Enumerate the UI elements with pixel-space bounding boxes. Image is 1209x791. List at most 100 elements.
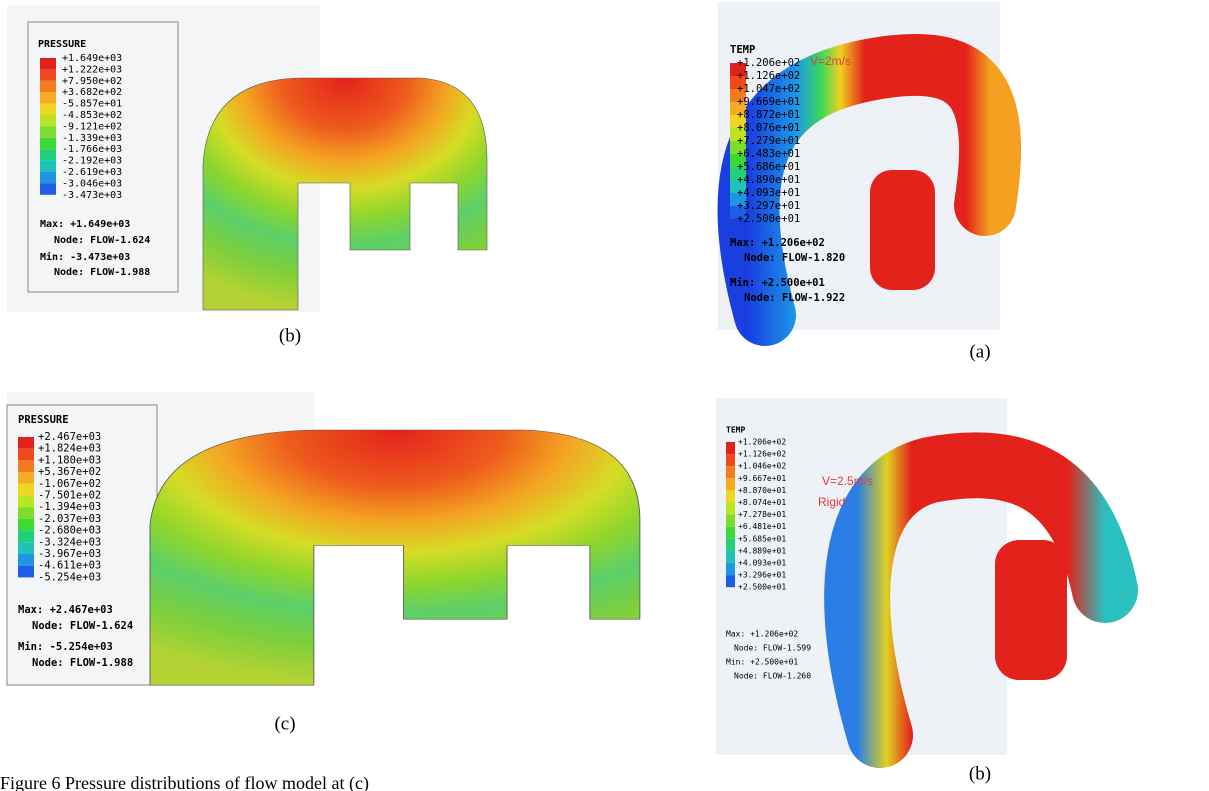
legend-min-node: Node: FLOW-1.988 [32, 657, 133, 669]
legend-value: +4.093e+01 [737, 187, 800, 199]
color-band [40, 115, 56, 126]
legend-value: -5.254e+03 [38, 571, 101, 583]
legend-title: PRESSURE [18, 414, 69, 426]
legend-value: -2.619e+03 [62, 167, 122, 178]
legend-max: Max: +1.206e+02 [726, 630, 798, 639]
color-band [726, 442, 735, 454]
color-band [726, 551, 735, 563]
legend-value: +1.824e+03 [38, 443, 101, 455]
legend-max-node: Node: FLOW-1.624 [32, 620, 133, 632]
legend-value: -2.192e+03 [62, 156, 122, 167]
color-band [18, 542, 34, 554]
legend-max-node: Node: FLOW-1.624 [54, 235, 150, 246]
legend-value: +8.870e+01 [738, 486, 786, 495]
color-band [18, 437, 34, 449]
color-band [40, 183, 56, 194]
legend-value: +1.126e+02 [737, 70, 800, 82]
legend-min-node: Node: FLOW-1.260 [734, 672, 811, 681]
legend-max-node: Node: FLOW-1.599 [734, 644, 811, 653]
color-band [18, 507, 34, 519]
legend-value: +8.074e+01 [738, 498, 786, 507]
legend-value: +2.500e+01 [737, 213, 800, 225]
legend-value: +9.669e+01 [737, 96, 800, 108]
legend-value: +3.682e+02 [62, 87, 122, 98]
color-band [40, 92, 56, 103]
color-band [726, 466, 735, 478]
legend-value: +3.297e+01 [737, 200, 800, 212]
legend-value: +9.667e+01 [738, 474, 786, 483]
legend-value: -1.339e+03 [62, 133, 122, 144]
color-band [40, 104, 56, 115]
color-band [726, 490, 735, 502]
legend-value: +7.950e+02 [62, 76, 122, 87]
legend-min: Min: -5.254e+03 [18, 641, 113, 653]
legend-value: +7.278e+01 [738, 510, 786, 519]
pressure-contour [150, 430, 640, 685]
legend-value: +4.889e+01 [738, 546, 786, 555]
legend-value: +1.649e+03 [62, 53, 122, 64]
color-band [726, 478, 735, 490]
panel-label: (c) [274, 713, 295, 734]
legend-min: Min: -3.473e+03 [40, 251, 130, 263]
legend-value: +4.093e+01 [738, 559, 786, 568]
legend-value: +4.890e+01 [737, 174, 800, 186]
legend-max: Max: +2.467e+03 [18, 604, 113, 616]
temp-cylinder [870, 170, 935, 290]
color-band [18, 519, 34, 531]
color-band [18, 531, 34, 543]
legend-value: -3.967e+03 [38, 548, 101, 560]
legend-value: -4.611e+03 [38, 560, 101, 572]
color-band [726, 503, 735, 515]
color-band [18, 496, 34, 508]
panel-label: (a) [969, 341, 990, 362]
legend-value: +5.685e+01 [738, 534, 786, 543]
color-band [40, 172, 56, 183]
legend-value: -2.037e+03 [38, 513, 101, 525]
figure: Figure 6 Pressure distributions of flow … [0, 0, 1209, 791]
color-band [18, 472, 34, 484]
legend-title: PRESSURE [38, 39, 86, 50]
color-band [40, 138, 56, 149]
legend-max-node: Node: FLOW-1.820 [744, 252, 845, 264]
legend-title: TEMP [726, 426, 745, 435]
legend-value: +1.126e+02 [738, 450, 786, 459]
legend-min: Min: +2.500e+01 [730, 277, 825, 289]
color-band [40, 81, 56, 92]
legend-value: +6.483e+01 [737, 148, 800, 160]
legend-value: -2.680e+03 [38, 525, 101, 537]
legend-min-node: Node: FLOW-1.988 [54, 267, 150, 278]
panel-label: (b) [279, 325, 301, 346]
legend-value: -1.766e+03 [62, 144, 122, 155]
legend-value: +5.367e+02 [38, 466, 101, 478]
legend-value: -4.853e+02 [62, 110, 122, 121]
legend-min: Min: +2.500e+01 [726, 658, 798, 667]
color-band [726, 454, 735, 466]
legend-value: -3.324e+03 [38, 536, 101, 548]
legend-value: +8.872e+01 [737, 109, 800, 121]
legend-value: -3.046e+03 [62, 178, 122, 189]
legend-value: -3.473e+03 [62, 190, 122, 201]
panel-label: (b) [969, 763, 991, 784]
annotation: V=2m/s [810, 54, 851, 68]
legend-value: +2.500e+01 [738, 583, 786, 592]
color-band [40, 161, 56, 172]
legend-value: +1.047e+02 [737, 83, 800, 95]
legend-min-node: Node: FLOW-1.922 [744, 292, 845, 304]
legend-value: -5.857e+01 [62, 99, 122, 110]
color-band [726, 575, 735, 587]
legend-value: +6.481e+01 [738, 522, 786, 531]
legend-value: +7.279e+01 [737, 135, 800, 147]
legend-value: +1.206e+02 [738, 438, 786, 447]
color-band [40, 149, 56, 160]
temp-cylinder [995, 540, 1067, 680]
contour-images [7, 2, 1105, 755]
legend-value: -9.121e+02 [62, 121, 122, 132]
color-band [18, 449, 34, 461]
legend-max: Max: +1.649e+03 [40, 219, 130, 230]
color-band [40, 69, 56, 80]
legend-value: +5.686e+01 [737, 161, 800, 173]
legend-value: -7.501e+02 [38, 490, 101, 502]
color-band [726, 539, 735, 551]
annotation: V=2.5m/s [822, 474, 873, 488]
legend-value: +3.296e+01 [738, 571, 786, 580]
